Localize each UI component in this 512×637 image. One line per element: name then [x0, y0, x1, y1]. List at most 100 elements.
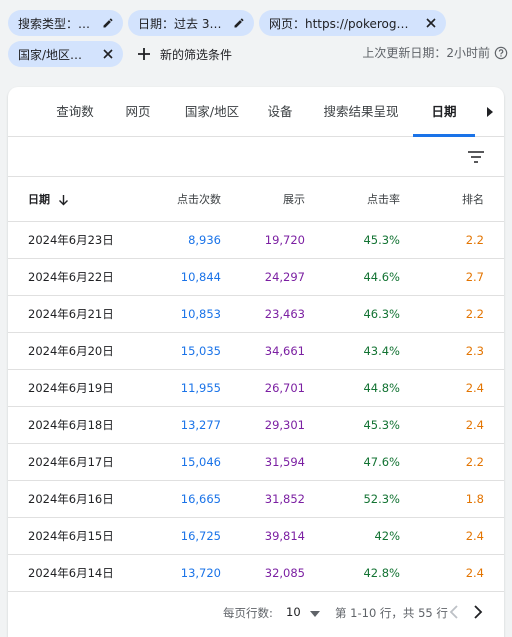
- cell-impressions: 23,463: [264, 307, 305, 321]
- report-card: 查询数 网页 国家/地区 设备 搜索结果呈现 日期 日期 点击次数 展示 点击率…: [8, 87, 504, 637]
- cell-date: 2024年6月19日: [28, 381, 114, 395]
- cell-impressions: 39,814: [264, 529, 305, 543]
- cell-date: 2024年6月23日: [28, 233, 114, 247]
- cell-ctr: 45.3%: [363, 418, 400, 432]
- table-row[interactable]: 2024年6月20日 15,035 34,661 43.4% 2.3: [8, 333, 504, 370]
- column-header-impressions[interactable]: 展示: [283, 193, 305, 206]
- filter-chip-date[interactable]: 日期：过去 3 个月: [128, 10, 254, 36]
- cell-clicks: 10,844: [180, 270, 221, 284]
- arrow-down-icon: [59, 195, 68, 206]
- cell-impressions: 32,085: [264, 566, 305, 580]
- column-header-position[interactable]: 排名: [462, 193, 484, 206]
- cell-clicks: 11,955: [180, 381, 221, 395]
- filter-chip-label: 国家/地区：韩国: [18, 47, 93, 62]
- tab-countries[interactable]: 国家/地区: [184, 104, 240, 119]
- filter-chip-label: 日期：过去 3 个月: [138, 16, 224, 31]
- cell-date: 2024年6月20日: [28, 344, 114, 358]
- last-updated: 上次更新日期：2小时前: [362, 44, 508, 61]
- cell-impressions: 34,661: [264, 344, 305, 358]
- cell-clicks: 13,277: [180, 418, 221, 432]
- filter-chip-page[interactable]: 网页：https://pokerogue.cc/...: [259, 10, 446, 36]
- cell-position: 2.2: [465, 233, 484, 247]
- column-header-date[interactable]: 日期: [28, 178, 69, 222]
- cell-date: 2024年6月15日: [28, 529, 114, 543]
- table-filter-bar: [8, 137, 504, 177]
- chevron-right-icon[interactable]: [484, 105, 496, 119]
- cell-date: 2024年6月17日: [28, 455, 114, 469]
- table-row[interactable]: 2024年6月15日 16,725 39,814 42% 2.4: [8, 518, 504, 555]
- rows-per-page-select[interactable]: 10: [286, 605, 301, 619]
- cell-clicks: 13,720: [180, 566, 221, 580]
- add-filter-label: 新的筛选条件: [160, 47, 233, 62]
- cell-ctr: 42.8%: [363, 566, 400, 580]
- cell-position: 2.2: [465, 307, 484, 321]
- table-row[interactable]: 2024年6月14日 13,720 32,085 42.8% 2.4: [8, 555, 504, 592]
- cell-position: 2.7: [465, 270, 484, 284]
- cell-date: 2024年6月16日: [28, 492, 114, 506]
- pagination: 每页行数: 10 第 1-10 行，共 55 行: [8, 592, 504, 634]
- table-row[interactable]: 2024年6月21日 10,853 23,463 46.3% 2.2: [8, 296, 504, 333]
- column-header-ctr[interactable]: 点击率: [367, 193, 400, 206]
- cell-position: 2.2: [465, 455, 484, 469]
- tab-search-appearance[interactable]: 搜索结果呈现: [323, 104, 399, 119]
- cell-clicks: 15,046: [180, 455, 221, 469]
- column-header-clicks[interactable]: 点击次数: [177, 193, 221, 206]
- cell-impressions: 24,297: [264, 270, 305, 284]
- filter-chip-label: 搜索类型：网络: [18, 16, 93, 31]
- table-row[interactable]: 2024年6月16日 16,665 31,852 52.3% 1.8: [8, 481, 504, 518]
- filter-chip-label: 网页：https://pokerogue.cc/...: [269, 16, 416, 31]
- cell-date: 2024年6月14日: [28, 566, 114, 580]
- cell-position: 2.3: [465, 344, 484, 358]
- tab-dates[interactable]: 日期: [431, 104, 457, 119]
- cell-ctr: 44.8%: [363, 381, 400, 395]
- add-filter-button[interactable]: 新的筛选条件: [136, 42, 232, 66]
- dropdown-arrow-icon[interactable]: [310, 611, 320, 617]
- close-icon[interactable]: [424, 16, 438, 30]
- cell-ctr: 46.3%: [363, 307, 400, 321]
- dimension-tabs: 查询数 网页 国家/地区 设备 搜索结果呈现 日期: [8, 87, 504, 137]
- cell-clicks: 15,035: [180, 344, 221, 358]
- close-icon[interactable]: [101, 47, 115, 61]
- column-header-date-label: 日期: [28, 193, 50, 206]
- cell-clicks: 10,853: [180, 307, 221, 321]
- cell-ctr: 45.3%: [363, 233, 400, 247]
- cell-impressions: 31,594: [264, 455, 305, 469]
- cell-ctr: 42%: [374, 529, 400, 543]
- cell-position: 2.4: [465, 418, 484, 432]
- cell-position: 1.8: [465, 492, 484, 506]
- cell-clicks: 16,725: [180, 529, 221, 543]
- page-range: 第 1-10 行，共 55 行: [335, 606, 448, 620]
- rows-per-page-label: 每页行数:: [223, 606, 273, 620]
- help-icon[interactable]: [494, 46, 508, 60]
- cell-impressions: 19,720: [264, 233, 305, 247]
- cell-impressions: 29,301: [264, 418, 305, 432]
- filter-icon[interactable]: [467, 150, 485, 164]
- table-row[interactable]: 2024年6月23日 8,936 19,720 45.3% 2.2: [8, 222, 504, 259]
- chevron-right-icon[interactable]: [473, 604, 483, 620]
- pencil-icon[interactable]: [232, 16, 246, 30]
- cell-ctr: 52.3%: [363, 492, 400, 506]
- filter-chip-search-type[interactable]: 搜索类型：网络: [8, 10, 123, 36]
- cell-date: 2024年6月18日: [28, 418, 114, 432]
- active-tab-indicator: [413, 134, 475, 137]
- table-row[interactable]: 2024年6月19日 11,955 26,701 44.8% 2.4: [8, 370, 504, 407]
- cell-clicks: 16,665: [180, 492, 221, 506]
- cell-date: 2024年6月22日: [28, 270, 114, 284]
- filter-chip-country[interactable]: 国家/地区：韩国: [8, 41, 123, 67]
- cell-impressions: 31,852: [264, 492, 305, 506]
- chevron-left-icon[interactable]: [449, 604, 459, 620]
- tab-queries[interactable]: 查询数: [56, 104, 94, 119]
- cell-ctr: 47.6%: [363, 455, 400, 469]
- cell-impressions: 26,701: [264, 381, 305, 395]
- table-row[interactable]: 2024年6月18日 13,277 29,301 45.3% 2.4: [8, 407, 504, 444]
- last-updated-text: 上次更新日期：2小时前: [362, 46, 490, 60]
- tab-pages[interactable]: 网页: [125, 104, 151, 119]
- plus-icon: [138, 48, 150, 60]
- cell-date: 2024年6月21日: [28, 307, 114, 321]
- pencil-icon[interactable]: [101, 16, 115, 30]
- table-row[interactable]: 2024年6月17日 15,046 31,594 47.6% 2.2: [8, 444, 504, 481]
- table-row[interactable]: 2024年6月22日 10,844 24,297 44.6% 2.7: [8, 259, 504, 296]
- cell-position: 2.4: [465, 381, 484, 395]
- tab-devices[interactable]: 设备: [267, 104, 293, 119]
- cell-clicks: 8,936: [188, 233, 221, 247]
